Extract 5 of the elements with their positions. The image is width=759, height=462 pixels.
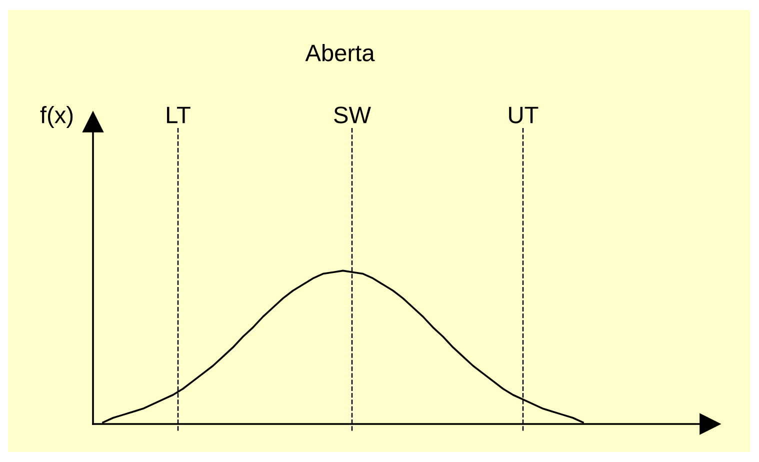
chart-title: Aberta	[305, 44, 375, 62]
text: f(x)	[40, 106, 73, 128]
text: LT	[167, 106, 190, 124]
text: UT	[509, 106, 538, 124]
text: SW	[334, 106, 371, 124]
